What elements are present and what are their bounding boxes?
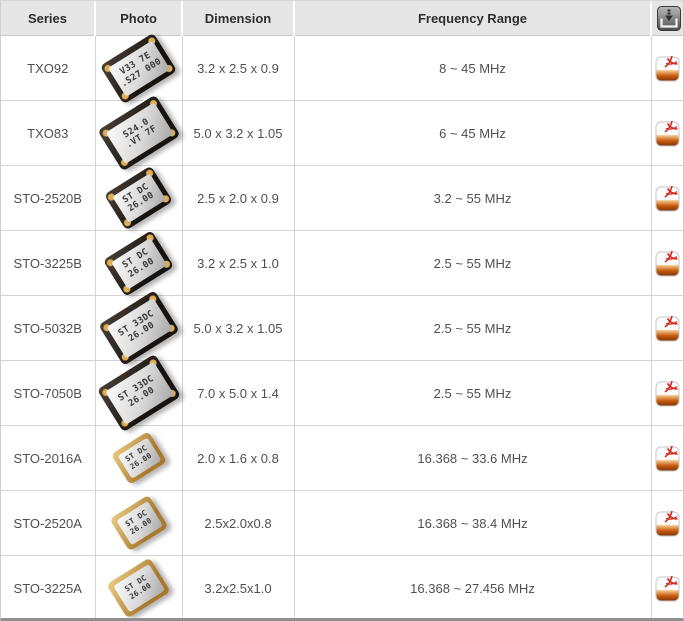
table-row: TXO92 V33 7E .S27 000 3.2 x 2.5 x 0.9 8 ~… (1, 32, 683, 104)
dimension-cell: 5.0 x 3.2 x 1.05 (181, 100, 295, 166)
table-row: STO-7050B ST 33DC 26.00 7.0 x 5.0 x 1.4 2… (1, 353, 683, 433)
pdf-acrobat-icon (655, 445, 680, 471)
chip-photo: S24.0 .VT 7F (96, 94, 181, 172)
chip-photo: ST DC 26.00 (106, 557, 171, 618)
table-row: STO-2520A ST DC 26.00 2.5x2.0x0.8 16.368 … (1, 490, 683, 556)
table-row: STO-5032B ST 33DC 26.00 5.0 x 3.2 x 1.05 … (1, 290, 683, 366)
pdf-cell (650, 100, 683, 166)
pdf-download-button[interactable] (655, 510, 681, 537)
pdf-download-button[interactable] (655, 55, 681, 82)
download-tray-icon (652, 1, 683, 35)
dimension-cell: 2.5x2.0x0.8 (181, 490, 295, 556)
pdf-cell (650, 360, 683, 426)
dimension-cell: 2.5 x 2.0 x 0.9 (181, 165, 295, 231)
dimension-cell: 5.0 x 3.2 x 1.05 (181, 295, 295, 361)
photo-cell: V33 7E .S27 000 (94, 32, 183, 104)
pdf-acrobat-icon (655, 120, 680, 146)
pdf-download-button[interactable] (655, 250, 681, 277)
frequency-range-cell: 16.368 ~ 27.456 MHz (293, 555, 652, 618)
pdf-acrobat-icon (655, 185, 680, 211)
frequency-range-cell: 2.5 ~ 55 MHz (293, 295, 652, 361)
series-cell: TXO83 (1, 100, 96, 166)
series-cell: STO-2016A (1, 425, 96, 491)
column-header-download (651, 1, 683, 36)
dimension-cell: 3.2x2.5x1.0 (181, 555, 295, 618)
pdf-acrobat-icon (655, 55, 680, 81)
photo-cell: ST DC 26.00 (94, 555, 183, 618)
pdf-download-button[interactable] (655, 445, 681, 472)
pdf-cell (650, 490, 683, 556)
pdf-download-button[interactable] (655, 575, 681, 602)
pdf-cell (650, 230, 683, 296)
dimension-cell: 7.0 x 5.0 x 1.4 (181, 360, 295, 426)
table-body: TXO92 V33 7E .S27 000 3.2 x 2.5 x 0.9 8 ~… (1, 32, 683, 618)
chip-photo: ST DC 26.00 (110, 431, 167, 485)
photo-cell: ST 33DC 26.00 (94, 353, 183, 433)
column-header-photo: Photo (95, 1, 183, 36)
photo-cell: ST 33DC 26.00 (94, 290, 183, 366)
table-header: Series Photo Dimension Frequency Range (1, 1, 683, 36)
series-cell: TXO92 (1, 35, 96, 101)
pdf-acrobat-icon (655, 380, 680, 406)
frequency-range-cell: 2.5 ~ 55 MHz (293, 230, 652, 296)
frequency-range-cell: 16.368 ~ 33.6 MHz (293, 425, 652, 491)
pdf-download-button[interactable] (655, 185, 681, 212)
table-row: STO-3225A ST DC 26.00 3.2x2.5x1.0 16.368 … (1, 555, 683, 618)
header-row: Series Photo Dimension Frequency Range (1, 1, 683, 36)
series-cell: STO-3225A (1, 555, 96, 618)
series-cell: STO-2520B (1, 165, 96, 231)
frequency-range-cell: 2.5 ~ 55 MHz (293, 360, 652, 426)
column-header-dimension: Dimension (182, 1, 295, 36)
pdf-cell (650, 425, 683, 491)
photo-cell: ST DC 26.00 (94, 425, 183, 491)
pdf-cell (650, 165, 683, 231)
series-cell: STO-2520A (1, 490, 96, 556)
frequency-range-cell: 8 ~ 45 MHz (293, 35, 652, 101)
pdf-cell (650, 295, 683, 361)
series-cell: STO-5032B (1, 295, 96, 361)
chip-photo: ST DC 26.00 (108, 494, 169, 552)
dimension-cell: 3.2 x 2.5 x 0.9 (181, 35, 295, 101)
frequency-range-cell: 16.368 ~ 38.4 MHz (293, 490, 652, 556)
frequency-range-cell: 6 ~ 45 MHz (293, 100, 652, 166)
pdf-download-button[interactable] (655, 380, 681, 407)
dimension-cell: 3.2 x 2.5 x 1.0 (181, 230, 295, 296)
table-row: TXO83 S24.0 .VT 7F 5.0 x 3.2 x 1.05 6 ~ 4… (1, 94, 683, 172)
pdf-acrobat-icon (655, 250, 680, 276)
pdf-acrobat-icon (655, 575, 680, 601)
series-cell: STO-7050B (1, 360, 96, 426)
table-row: STO-2520B ST DC 26.00 2.5 x 2.0 x 0.9 3.2… (1, 165, 683, 231)
chip-photo: ST 33DC 26.00 (96, 353, 181, 433)
pdf-cell (650, 35, 683, 101)
photo-cell: ST DC 26.00 (94, 165, 183, 231)
chip-photo: ST DC 26.00 (104, 165, 173, 231)
frequency-range-cell: 3.2 ~ 55 MHz (293, 165, 652, 231)
table-row: STO-3225B ST DC 26.00 3.2 x 2.5 x 1.0 2.5… (1, 229, 683, 297)
table-row: STO-2016A ST DC 26.00 2.0 x 1.6 x 0.8 16.… (1, 425, 683, 491)
pdf-cell (650, 555, 683, 618)
pdf-acrobat-icon (655, 510, 680, 536)
chip-photo: ST 33DC 26.00 (97, 290, 180, 366)
photo-cell: ST DC 26.00 (94, 229, 183, 297)
photo-cell: ST DC 26.00 (94, 490, 183, 556)
chip-photo: ST DC 26.00 (102, 229, 175, 297)
pdf-acrobat-icon (655, 315, 680, 341)
dimension-cell: 2.0 x 1.6 x 0.8 (181, 425, 295, 491)
pdf-download-button[interactable] (655, 315, 681, 342)
photo-cell: S24.0 .VT 7F (94, 94, 183, 172)
chip-photo: V33 7E .S27 000 (99, 32, 178, 104)
pdf-download-button[interactable] (655, 120, 681, 147)
column-header-frequency-range: Frequency Range (294, 1, 652, 36)
series-cell: STO-3225B (1, 230, 96, 296)
column-header-series: Series (1, 1, 96, 36)
